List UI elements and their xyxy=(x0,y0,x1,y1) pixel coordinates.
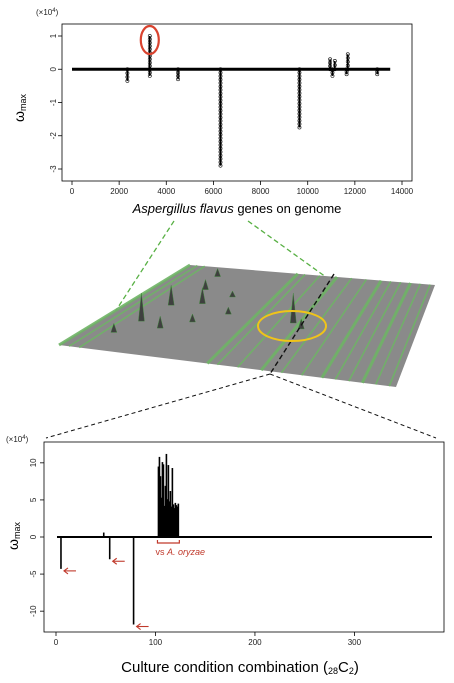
bottom-x-axis-label: Culture condition combination (28C2) xyxy=(121,659,359,676)
bottom-y-ticks: 10 5 0 -5 -10 xyxy=(29,458,44,617)
bottom-y-tick-label: 10 xyxy=(29,458,38,467)
surface-stripe xyxy=(237,275,321,368)
surface-stripe xyxy=(206,272,299,365)
bottom-annotations xyxy=(63,540,180,630)
bottom-x-tick-label: 300 xyxy=(348,638,362,647)
top-y-axis-label: ωmax xyxy=(11,94,28,122)
top-x-axis-label: Aspergillus flavus genes on genome xyxy=(132,201,342,216)
bottom-y-tick-label: -10 xyxy=(29,605,38,617)
top-point xyxy=(330,74,335,78)
highlight-circle xyxy=(139,24,160,56)
top-point xyxy=(125,71,130,76)
bottom-plot: (×104) ωmax 10 5 0 -5 -10 0 100 200 300 vs A. o… xyxy=(5,435,445,676)
top-point xyxy=(297,125,302,130)
arrow-head xyxy=(111,557,118,565)
bottom-x-tick-label: 200 xyxy=(248,638,262,647)
top-y-tick-label: -2 xyxy=(49,132,58,140)
top-point xyxy=(176,77,180,82)
top-point xyxy=(147,74,152,78)
top-point xyxy=(344,67,349,72)
arrow-head xyxy=(135,623,141,630)
top-point xyxy=(218,163,223,168)
top-y-tick-label: -1 xyxy=(49,98,58,106)
top-x-tick-label: 0 xyxy=(70,187,75,196)
surface-highlight-ellipse xyxy=(257,310,327,342)
3d-surface-plot xyxy=(58,263,435,387)
surface-stripe xyxy=(388,284,431,387)
top-point xyxy=(332,63,337,67)
surface-stripe xyxy=(348,281,402,382)
arrow-head xyxy=(63,567,69,575)
surface-stripe xyxy=(280,277,353,374)
surface-stripe xyxy=(58,263,191,347)
top-x-tick-label: 2000 xyxy=(110,187,128,196)
top-point xyxy=(345,63,350,68)
top-point xyxy=(147,34,152,38)
surface-slice-line xyxy=(269,273,335,375)
top-y-tick-label: 1 xyxy=(49,33,58,38)
top-y-tick-label: -3 xyxy=(49,165,58,173)
bottom-y-tick-label: 5 xyxy=(29,497,38,502)
surface-stripe xyxy=(320,279,383,379)
bottom-y-axis-label: ωmax xyxy=(5,522,22,550)
top-point xyxy=(332,59,337,63)
bottom-bars xyxy=(60,453,180,625)
top-x-tick-label: 6000 xyxy=(205,187,223,196)
top-point xyxy=(125,67,130,72)
top-point xyxy=(344,69,349,74)
top-spikes xyxy=(125,34,380,168)
top-y-ticks: 1 0 -1 -2 -3 xyxy=(49,33,62,173)
surface-peak xyxy=(290,292,297,324)
surface-peak xyxy=(156,316,164,329)
top-point xyxy=(345,59,350,64)
top-point xyxy=(328,57,333,62)
surface-peak xyxy=(138,293,145,322)
bottom-x-tick-label: 100 xyxy=(149,638,163,647)
surface-stripe xyxy=(300,278,368,376)
surface-peak xyxy=(202,278,209,290)
top-point xyxy=(125,78,130,83)
bracket xyxy=(156,540,180,544)
surface-peak xyxy=(199,287,206,304)
top-point xyxy=(375,72,380,77)
top-point xyxy=(375,67,380,72)
surface-peak xyxy=(110,322,118,333)
top-x-tick-label: 14000 xyxy=(391,187,414,196)
top-point xyxy=(345,56,350,60)
surface-stripe xyxy=(360,282,412,384)
bottom-x-ticks: 0 100 200 300 xyxy=(54,632,362,647)
top-x-tick-label: 8000 xyxy=(252,187,270,196)
bracket-label: vs A. oryzae xyxy=(155,547,205,557)
connector-bottom-right xyxy=(269,373,437,439)
bottom-x-tick-label: 0 xyxy=(54,638,59,647)
top-x-tick-label: 12000 xyxy=(344,187,367,196)
surface-peaks xyxy=(110,267,305,333)
bottom-y-tick-label: -5 xyxy=(29,570,38,578)
top-plot-frame xyxy=(61,23,413,182)
top-point xyxy=(375,69,380,74)
surface-stripe xyxy=(334,281,392,380)
surface-peak xyxy=(167,285,175,306)
surface-peak xyxy=(214,267,221,277)
surface-stripe xyxy=(260,276,339,372)
top-x-tick-label: 4000 xyxy=(157,187,175,196)
surface-peak xyxy=(189,313,196,323)
top-plot: (×104) ωmax 1 0 -1 -2 -3 0 2000 4000 6000 8000 10… xyxy=(11,8,414,216)
top-point xyxy=(125,75,130,79)
connector-bottom-left xyxy=(45,373,271,439)
top-y-multiplier: (×104) xyxy=(36,8,59,17)
surface-stripe xyxy=(68,264,198,347)
bottom-y-tick-label: 0 xyxy=(29,534,38,539)
top-x-tick-label: 10000 xyxy=(297,187,320,196)
bottom-y-multiplier: (×104) xyxy=(6,435,29,444)
top-y-tick-label: 0 xyxy=(49,66,58,71)
surface-stripe xyxy=(375,283,422,385)
surface-peak xyxy=(225,306,232,315)
connector-left xyxy=(112,220,175,316)
top-point xyxy=(344,72,349,77)
top-x-ticks: 0 2000 4000 6000 8000 10000 12000 14000 xyxy=(70,181,414,196)
top-point xyxy=(345,52,350,57)
surface-peak xyxy=(229,290,236,298)
